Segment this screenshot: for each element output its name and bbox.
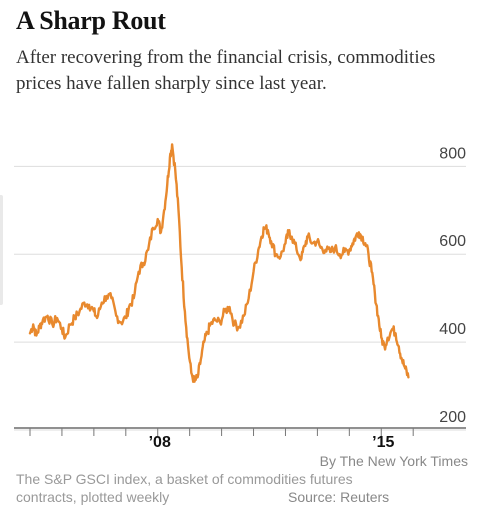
- chart-note: The S&P GSCI index, a basket of commodit…: [16, 471, 353, 505]
- series-layer: [28, 143, 410, 383]
- y-tick-label-800: 800: [439, 145, 466, 162]
- source-line: Source: Reuters: [288, 489, 390, 505]
- y-tick-label-400: 400: [439, 321, 466, 338]
- y-axis-labels: 800 600 400 200: [439, 145, 466, 426]
- x-tick-label-08: ’08: [149, 434, 171, 450]
- chart-title: A Sharp Rout: [16, 6, 166, 35]
- chart-subtitle: After recovering from the financial cris…: [16, 47, 436, 94]
- grid-lines: [14, 165, 466, 431]
- x-axis: ’08 ’15: [14, 427, 466, 450]
- series-line-0: [28, 143, 410, 383]
- y-tick-label-200: 200: [439, 409, 466, 426]
- y-tick-label-600: 600: [439, 233, 466, 250]
- credit-line: By The New York Times: [319, 453, 468, 469]
- scroll-edge-marker: [0, 195, 3, 305]
- line-chart: 800 600 400 200 ’08 ’15: [14, 143, 466, 450]
- x-tick-label-15: ’15: [372, 434, 394, 450]
